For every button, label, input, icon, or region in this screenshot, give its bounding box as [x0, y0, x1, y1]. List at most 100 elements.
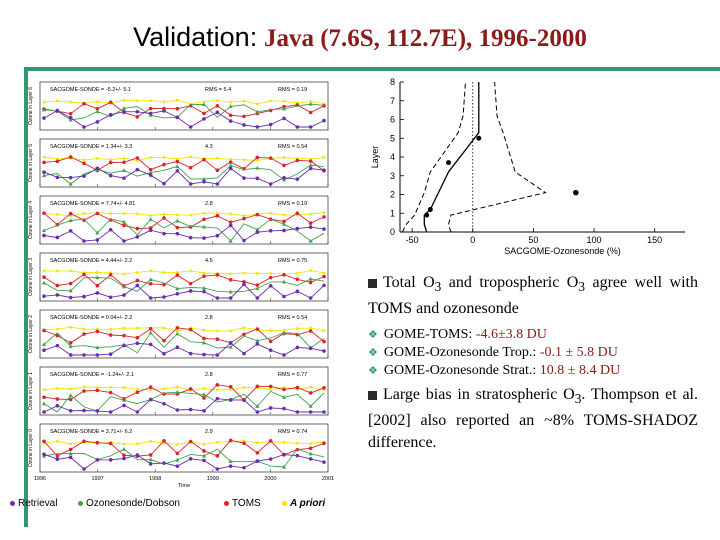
panel-ylabel: Ozone in Layer 4 [28, 201, 34, 239]
apriori-marker [122, 442, 126, 446]
toms-marker [242, 441, 246, 446]
toms-marker [282, 273, 286, 277]
apriori-marker [242, 386, 246, 389]
year-tick-label: 1997 [91, 476, 103, 482]
toms-marker [162, 162, 166, 167]
apriori-marker [242, 326, 246, 330]
toms-marker [42, 211, 46, 215]
sonde-marker [68, 181, 73, 186]
retrieval-marker [268, 228, 273, 233]
x-tick-label: 50 [528, 235, 538, 245]
retrieval-marker [95, 458, 100, 462]
y-tick-label: 1 [390, 208, 395, 218]
sonde-line [43, 103, 325, 121]
apriori-marker [175, 385, 179, 389]
sonde-marker [122, 446, 126, 451]
retrieval-marker [255, 410, 260, 414]
toms-marker [135, 115, 140, 119]
retrieval-marker [308, 346, 313, 351]
toms-marker [68, 447, 73, 452]
retrieval-marker [202, 458, 206, 463]
toms-marker [242, 114, 246, 119]
toms-marker [202, 396, 206, 400]
retrieval-marker [162, 109, 166, 113]
retrieval-marker [42, 116, 46, 120]
panel-ylabel: Ozone in Layer 6 [28, 87, 34, 125]
retrieval-marker [122, 176, 126, 180]
toms-marker [108, 333, 113, 337]
mean-bias-line [423, 82, 480, 233]
retrieval-marker [228, 341, 233, 345]
retrieval-marker [42, 410, 46, 414]
retrieval-line [43, 453, 325, 470]
sonde-marker [202, 285, 206, 290]
toms-marker [55, 454, 60, 458]
toms-marker [228, 278, 233, 282]
sonde-marker [175, 286, 180, 291]
sonde-marker [228, 344, 233, 349]
panel-rms-b: RMS = 0.19 [278, 87, 307, 93]
retrieval-marker [68, 115, 73, 120]
year-tick-label: 1999 [207, 476, 219, 482]
apriori-marker [69, 100, 73, 104]
toms-marker [148, 453, 153, 457]
apriori-marker [242, 99, 246, 103]
panel-rms-a: 4.3 [205, 144, 213, 150]
toms-marker [162, 338, 166, 343]
apriori-marker [202, 271, 206, 275]
retrieval-marker [122, 293, 126, 297]
apriori-marker [189, 213, 193, 217]
apriori-marker [215, 329, 219, 333]
retrieval-marker [215, 353, 220, 357]
retrieval-marker [82, 125, 86, 129]
toms-marker [68, 111, 73, 116]
retrieval-marker [42, 348, 46, 353]
sonde-marker [282, 330, 286, 335]
sonde-marker [148, 170, 153, 175]
sonde-marker [255, 227, 260, 232]
panel-stat: SACGOME-SONDE = 4.44+/- 2.2 [50, 258, 132, 264]
retrieval-marker [135, 283, 140, 288]
toms-marker [202, 449, 206, 453]
retrieval-marker [148, 296, 153, 300]
apriori-marker [255, 271, 259, 275]
apriori-marker [255, 102, 259, 106]
apriori-marker [309, 212, 313, 216]
apriori-marker [322, 329, 326, 333]
diamond-bullet-icon: ❖ [368, 365, 378, 378]
toms-marker [68, 397, 73, 402]
retrieval-marker [255, 125, 260, 129]
sonde-marker [95, 230, 100, 235]
bullet-agreement: Total O3 and tropospheric O3 agree well … [368, 274, 699, 318]
toms-marker [148, 327, 153, 331]
panel-layer-5: Ozone in Layer 5 SACGOME-SONDE = 1.34+/- … [28, 138, 329, 188]
toms-marker [95, 211, 100, 216]
panel-rms-a: 4.5 [205, 258, 213, 264]
panel-ylabel: Ozone in Layer 3 [28, 258, 34, 296]
toms-marker [308, 391, 313, 395]
retrieval-marker [255, 176, 260, 181]
toms-marker [135, 390, 140, 395]
sonde-marker [228, 163, 233, 168]
toms-marker [42, 275, 46, 279]
apriori-marker [229, 329, 233, 333]
panel-stat: SACGOME-SONDE = 3.71+/- 6.2 [50, 429, 132, 435]
retrieval-marker [295, 177, 300, 181]
toms-marker [255, 212, 260, 217]
toms-marker [122, 333, 126, 338]
retrieval-marker [322, 410, 326, 414]
sonde-marker [68, 218, 73, 223]
apriori-marker [229, 157, 233, 161]
toms-marker [322, 385, 326, 390]
profile-marker [446, 160, 452, 166]
sonde-marker [282, 221, 286, 226]
sonde-marker [202, 224, 206, 229]
apriori-marker [162, 387, 166, 391]
toms-marker [268, 108, 273, 113]
toms-marker [175, 273, 180, 277]
apriori-marker [295, 441, 299, 445]
apriori-marker [282, 441, 286, 444]
toms-marker [135, 156, 140, 160]
sonde-marker [282, 106, 286, 111]
sonde-marker [148, 277, 153, 282]
